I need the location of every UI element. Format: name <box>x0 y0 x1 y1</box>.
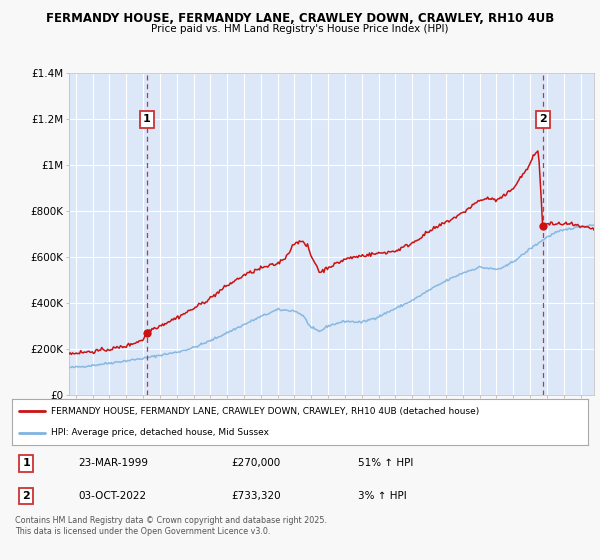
Text: £270,000: £270,000 <box>231 459 280 469</box>
Text: £733,320: £733,320 <box>231 491 281 501</box>
Text: 1: 1 <box>23 459 30 469</box>
Text: 3% ↑ HPI: 3% ↑ HPI <box>358 491 406 501</box>
Text: 2: 2 <box>23 491 30 501</box>
Text: 1: 1 <box>143 114 151 124</box>
Text: 51% ↑ HPI: 51% ↑ HPI <box>358 459 413 469</box>
Text: Price paid vs. HM Land Registry's House Price Index (HPI): Price paid vs. HM Land Registry's House … <box>151 24 449 34</box>
Text: FERMANDY HOUSE, FERMANDY LANE, CRAWLEY DOWN, CRAWLEY, RH10 4UB (detached house): FERMANDY HOUSE, FERMANDY LANE, CRAWLEY D… <box>51 407 479 416</box>
Text: Contains HM Land Registry data © Crown copyright and database right 2025.
This d: Contains HM Land Registry data © Crown c… <box>15 516 327 536</box>
Text: 23-MAR-1999: 23-MAR-1999 <box>78 459 148 469</box>
Text: HPI: Average price, detached house, Mid Sussex: HPI: Average price, detached house, Mid … <box>51 428 269 437</box>
Text: 2: 2 <box>539 114 547 124</box>
Text: FERMANDY HOUSE, FERMANDY LANE, CRAWLEY DOWN, CRAWLEY, RH10 4UB: FERMANDY HOUSE, FERMANDY LANE, CRAWLEY D… <box>46 12 554 25</box>
Text: 03-OCT-2022: 03-OCT-2022 <box>78 491 146 501</box>
